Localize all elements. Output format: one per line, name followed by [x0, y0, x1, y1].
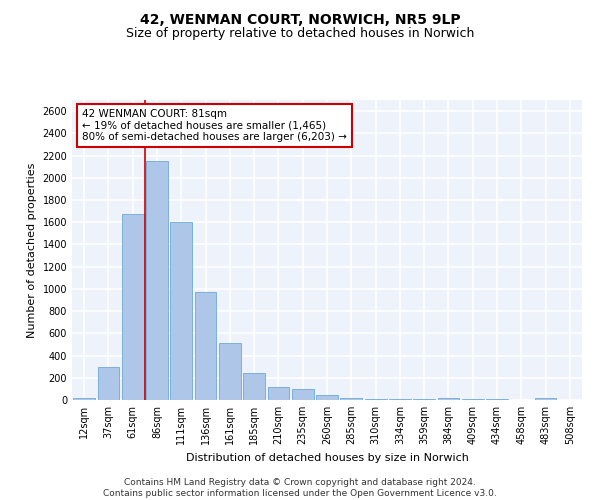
- Bar: [219, 344, 241, 400]
- Bar: [97, 366, 119, 400]
- Bar: [365, 399, 386, 400]
- Y-axis label: Number of detached properties: Number of detached properties: [27, 162, 37, 338]
- X-axis label: Distribution of detached houses by size in Norwich: Distribution of detached houses by size …: [185, 452, 469, 462]
- Bar: [243, 373, 265, 400]
- Bar: [340, 398, 362, 400]
- Bar: [73, 398, 95, 400]
- Bar: [316, 395, 338, 400]
- Bar: [194, 292, 217, 400]
- Text: Size of property relative to detached houses in Norwich: Size of property relative to detached ho…: [126, 28, 474, 40]
- Bar: [268, 386, 289, 400]
- Bar: [292, 389, 314, 400]
- Bar: [170, 222, 192, 400]
- Bar: [437, 398, 460, 400]
- Bar: [122, 214, 143, 400]
- Text: 42, WENMAN COURT, NORWICH, NR5 9LP: 42, WENMAN COURT, NORWICH, NR5 9LP: [140, 12, 460, 26]
- Text: Contains HM Land Registry data © Crown copyright and database right 2024.
Contai: Contains HM Land Registry data © Crown c…: [103, 478, 497, 498]
- Bar: [535, 398, 556, 400]
- Bar: [146, 161, 168, 400]
- Text: 42 WENMAN COURT: 81sqm
← 19% of detached houses are smaller (1,465)
80% of semi-: 42 WENMAN COURT: 81sqm ← 19% of detached…: [82, 109, 347, 142]
